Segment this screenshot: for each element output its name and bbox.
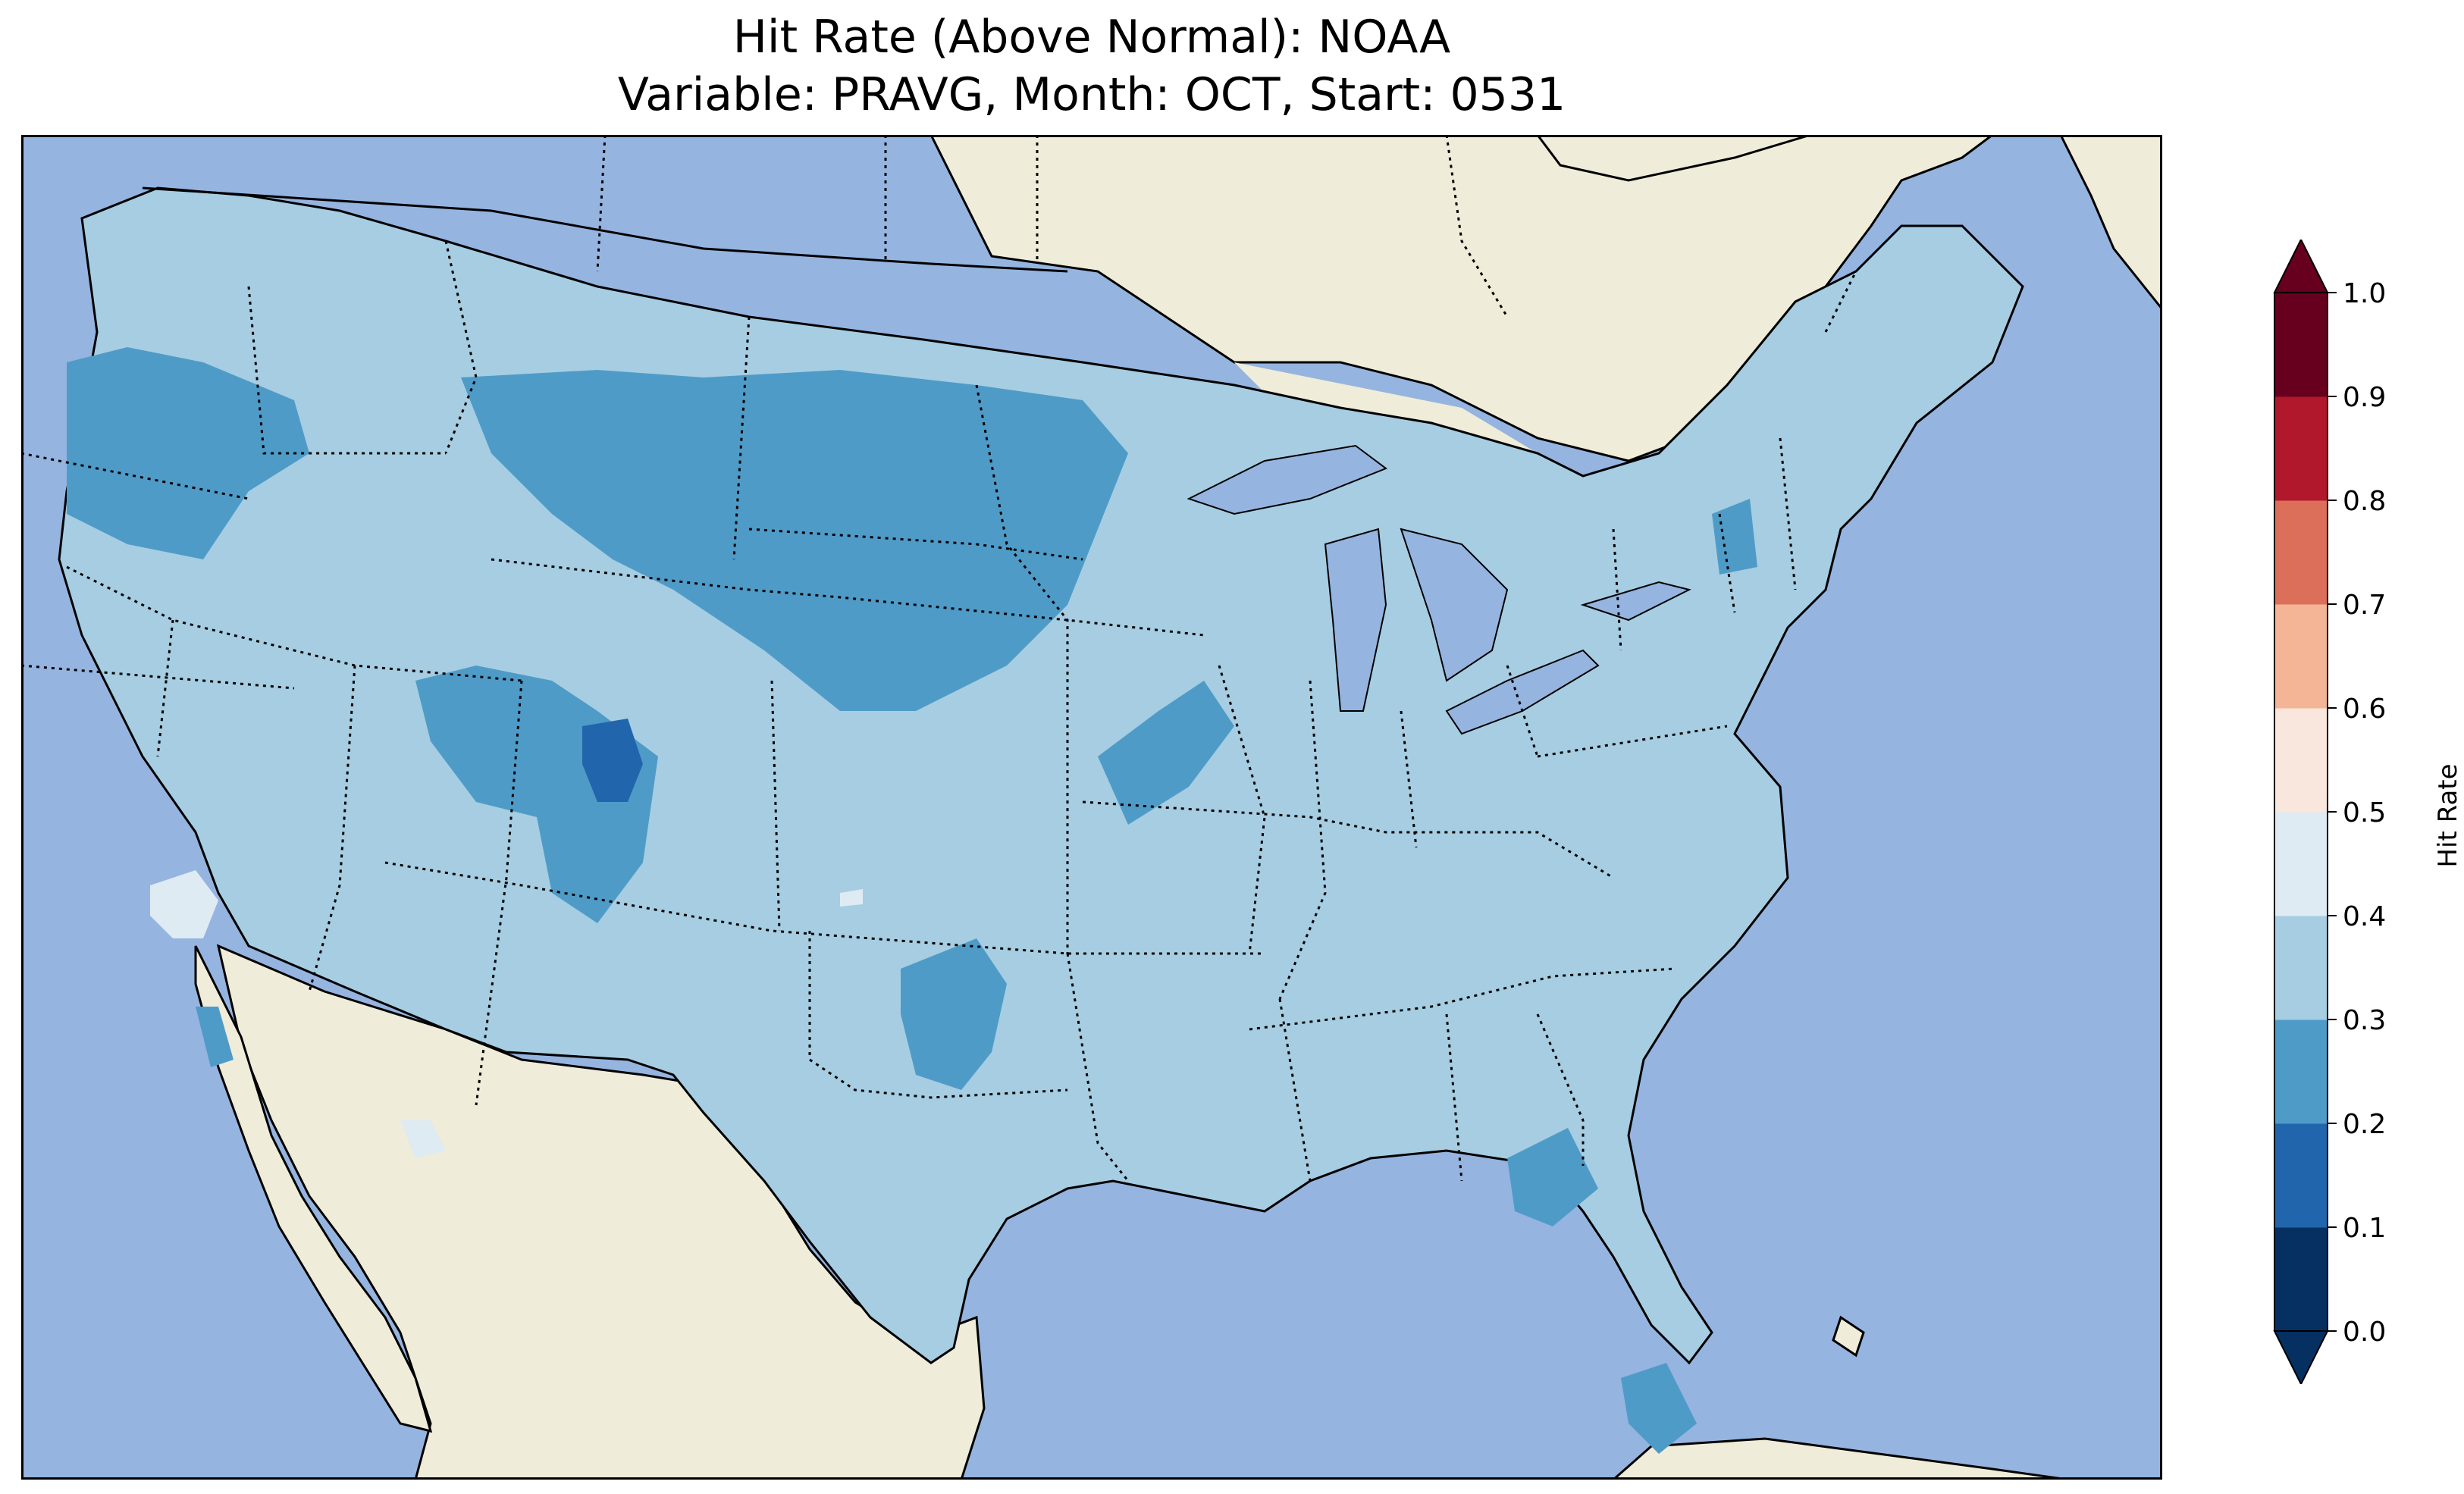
map-frame — [21, 135, 2162, 1480]
map-title: Hit Rate (Above Normal): NOAA — [732, 11, 1451, 64]
bahamas-land — [1832, 1315, 1865, 1358]
colorbar-tick-label: 0.6 — [2343, 694, 2386, 725]
colorbar-tick-label: 1.0 — [2343, 278, 2386, 309]
colorbar-bin — [2274, 500, 2328, 605]
hit-rate-0.4-0.5-regions — [150, 870, 863, 1158]
colorbar-bin — [2274, 916, 2328, 1020]
colorbar-label: Hit Rate — [2433, 763, 2463, 867]
colorbar-bins — [2274, 292, 2328, 1332]
baja-land — [194, 945, 433, 1433]
colorbar-bin — [2274, 604, 2328, 709]
colorbar-bin — [2274, 1227, 2328, 1332]
colorbar-bin — [2274, 812, 2328, 916]
mexico-land — [216, 944, 986, 1480]
colorbar-tick-label: 0.2 — [2343, 1109, 2386, 1140]
colorbar-bin — [2274, 1019, 2328, 1124]
colorbar: 0.0 0.1 0.2 0.3 0.4 0.5 0.6 0.7 0.8 0.9 1.0 Hit Ra… — [2273, 240, 2463, 1384]
colorbar-tick-label: 0.8 — [2343, 486, 2386, 517]
canada-border — [142, 186, 1068, 273]
colorbar-tick-label: 0.3 — [2343, 1005, 2386, 1036]
hit-rate-0.2-0.3-regions — [67, 347, 1757, 1454]
colorbar-bin — [2274, 708, 2328, 813]
colorbar-extend-max — [2273, 240, 2329, 293]
colorbar-tick-label: 0.0 — [2343, 1317, 2386, 1348]
colorbar-bin — [2274, 293, 2328, 397]
canada-land — [173, 135, 2162, 462]
colorbar-tick-label: 0.1 — [2343, 1213, 2386, 1244]
colorbar-ticks: 0.0 0.1 0.2 0.3 0.4 0.5 0.6 0.7 0.8 0.9 1.0 — [2328, 278, 2386, 1348]
colorbar-tick-label: 0.5 — [2343, 797, 2386, 828]
state-borders — [21, 135, 1857, 1182]
hit-rate-map — [21, 135, 2162, 1480]
colorbar-tick-label: 0.9 — [2343, 382, 2386, 413]
colorbar-bin — [2274, 396, 2328, 501]
colorbar-extend-min — [2273, 1330, 2329, 1384]
great-lakes — [1187, 444, 1691, 735]
cuba-land — [1611, 1437, 2069, 1480]
colorbar-tick-label: 0.7 — [2343, 590, 2386, 621]
colorbar-bin — [2274, 1123, 2328, 1228]
hit-rate-0.1-0.2-region — [582, 719, 643, 802]
map-subtitle: Variable: PRAVG, Month: OCT, Start: 0531 — [617, 68, 1566, 121]
colorbar-tick-label: 0.4 — [2343, 901, 2386, 932]
